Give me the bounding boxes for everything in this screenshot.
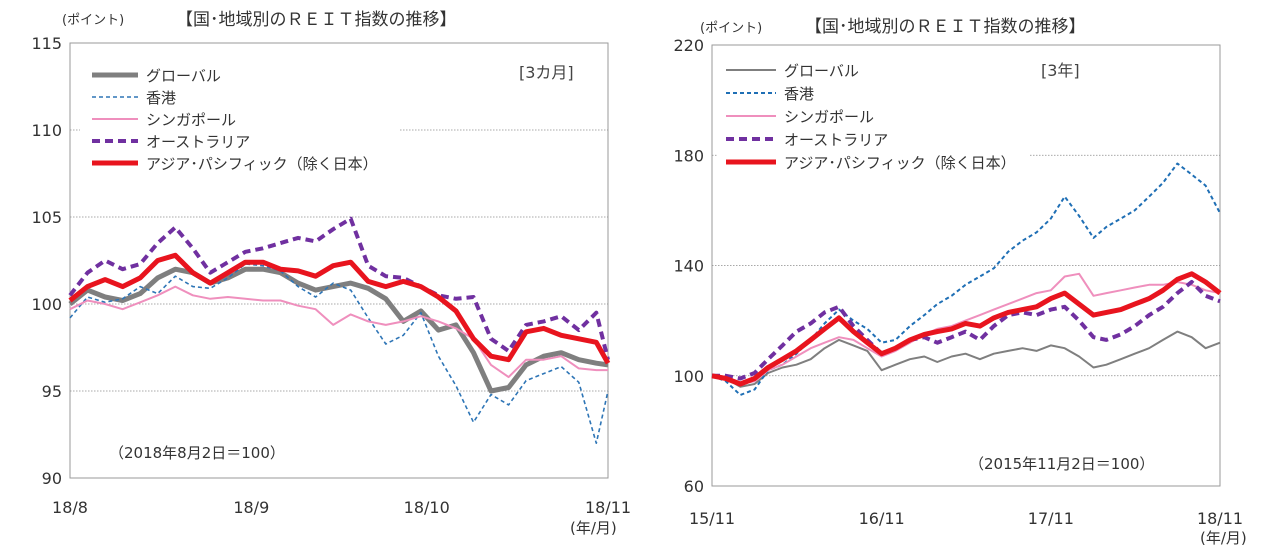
right-y-tick-label: 180 xyxy=(673,146,704,165)
left-series-line-3 xyxy=(68,216,610,361)
left-series-line-2 xyxy=(69,285,608,379)
chart-3-months: (ポイント) 【国･地域別のＲＥＩＴ指数の推移】 90 95 100 105 110 11… xyxy=(31,10,631,537)
right-legend-background xyxy=(718,56,1030,180)
left-gridlines xyxy=(70,129,608,392)
right-legend-label: 香港 xyxy=(784,85,814,103)
left-series-line-1 xyxy=(69,263,609,445)
left-x-tick-label: 18/10 xyxy=(404,498,450,517)
right-series-line-4 xyxy=(711,271,1222,387)
left-series-lines xyxy=(68,216,611,445)
right-legend-label: アジア･パシフィック（除く日本） xyxy=(784,154,1016,172)
left-y-tick-label: 105 xyxy=(31,208,62,227)
right-x-tick-label: 17/11 xyxy=(1028,509,1074,528)
left-series-line-0 xyxy=(68,266,609,394)
left-y-tick-label: 90 xyxy=(42,469,62,488)
chart-3-years: (ポイント) 【国･地域別のＲＥＩＴ指数の推移】 60100140180220 … xyxy=(673,17,1246,547)
left-legend-label: グローバル xyxy=(146,67,221,85)
left-legend-label: シンガポール xyxy=(146,111,236,129)
left-plot-area xyxy=(69,42,609,479)
right-gridlines xyxy=(712,154,1220,377)
right-base-note: （2015年11月2日＝100） xyxy=(969,455,1154,473)
right-legend-label: グローバル xyxy=(784,62,859,80)
right-y-unit-label: (ポイント) xyxy=(700,21,762,36)
right-y-tick-label: 140 xyxy=(673,257,704,276)
left-y-tick-label: 100 xyxy=(31,295,62,314)
right-y-tick-labels: 60 100 140 180 220 xyxy=(673,36,704,496)
left-x-tick-label: 18/11 xyxy=(585,498,631,517)
left-base-note: （2018年8月2日＝100） xyxy=(109,444,285,462)
right-x-unit-label: (年/月) xyxy=(1200,529,1247,547)
left-legend-label: 香港 xyxy=(146,89,176,107)
left-y-tick-labels: 90 95 100 105 110 115 xyxy=(31,34,62,488)
right-y-tick-label: 100 xyxy=(673,367,704,386)
left-legend-label: オーストラリア xyxy=(146,133,250,151)
right-x-tick-label: 16/11 xyxy=(859,509,905,528)
right-series-line-3 xyxy=(712,280,1221,381)
right-y-tick-label: 220 xyxy=(673,36,704,55)
left-period-label: [3カ月] xyxy=(519,63,574,82)
left-y-tick-label: 110 xyxy=(31,121,62,140)
right-period-label: [3年] xyxy=(1041,61,1080,80)
right-x-tick-labels: 15/11 16/11 17/11 18/11 xyxy=(689,509,1243,528)
right-legend-label: オーストラリア xyxy=(784,131,888,149)
right-legend-label: シンガポール xyxy=(784,108,874,126)
right-series-line-2 xyxy=(711,272,1221,385)
left-series-line-4 xyxy=(68,252,611,365)
right-chart-title: 【国･地域別のＲＥＩＴ指数の推移】 xyxy=(805,17,1086,37)
left-chart-title: 【国･地域別のＲＥＩＴ指数の推移】 xyxy=(176,10,457,30)
left-x-tick-label: 18/9 xyxy=(233,498,269,517)
right-x-tick-label: 18/11 xyxy=(1197,509,1243,528)
left-y-unit-label: (ポイント) xyxy=(62,13,124,28)
left-legend-label: アジア･パシフィック（除く日本） xyxy=(146,155,378,173)
left-x-tick-label: 18/8 xyxy=(52,498,88,517)
left-y-tick-label: 115 xyxy=(31,34,62,53)
left-x-tick-labels: 18/8 18/9 18/10 18/11 xyxy=(52,498,631,517)
left-x-unit-label: (年/月) xyxy=(570,519,617,537)
right-x-tick-label: 15/11 xyxy=(689,509,735,528)
left-y-tick-label: 95 xyxy=(42,382,62,401)
right-series-lines xyxy=(711,162,1222,396)
right-series-line-0 xyxy=(711,330,1221,388)
right-y-tick-label: 60 xyxy=(684,477,704,496)
